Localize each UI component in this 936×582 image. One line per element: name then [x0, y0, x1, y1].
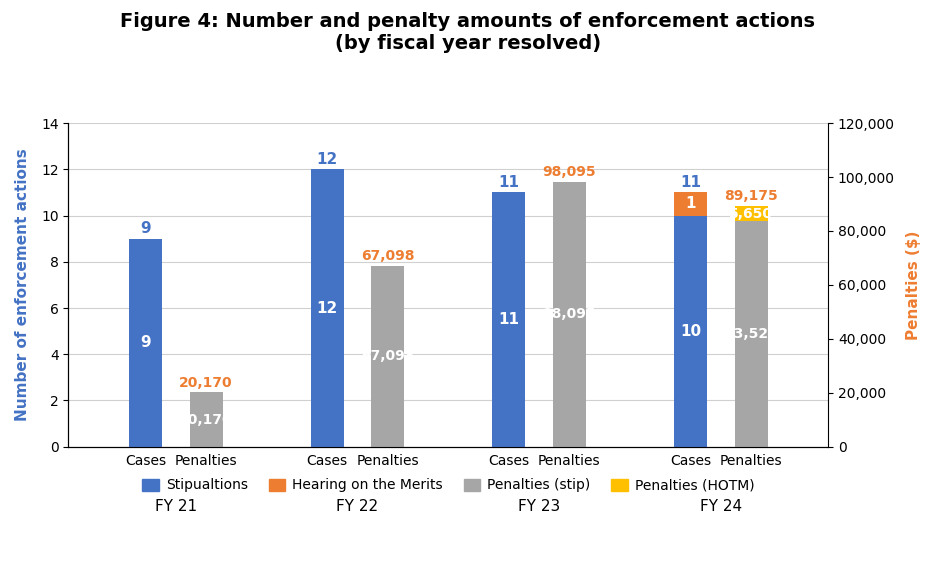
Text: 83,525: 83,525 [724, 327, 778, 341]
Bar [492, 193, 525, 447]
Bar [553, 182, 586, 447]
Bar [372, 266, 404, 447]
Text: 11: 11 [680, 175, 701, 190]
Text: 67,098: 67,098 [361, 349, 415, 363]
Bar [311, 169, 344, 447]
Bar [190, 392, 223, 447]
Text: Figure 4: Number and penalty amounts of enforcement actions
(by fiscal year reso: Figure 4: Number and penalty amounts of … [121, 12, 815, 52]
Bar [735, 221, 768, 447]
Text: 11: 11 [498, 175, 519, 190]
Text: 12: 12 [316, 151, 338, 166]
Text: 12: 12 [316, 300, 338, 315]
Text: 20,170: 20,170 [180, 413, 233, 427]
Bar [674, 215, 707, 447]
Text: 1: 1 [685, 197, 695, 211]
Text: 10: 10 [680, 324, 701, 339]
Text: 9: 9 [140, 221, 151, 236]
Bar [129, 239, 162, 447]
Text: FY 21: FY 21 [154, 499, 197, 514]
Text: FY 23: FY 23 [518, 499, 561, 514]
Text: 98,095: 98,095 [543, 165, 596, 179]
Text: 89,175: 89,175 [724, 189, 778, 204]
Text: 5,650: 5,650 [729, 207, 773, 221]
Bar [735, 206, 768, 221]
Text: 20,170: 20,170 [180, 375, 233, 389]
Y-axis label: Number of enforcement actions: Number of enforcement actions [15, 148, 30, 421]
Text: 11: 11 [498, 312, 519, 327]
Legend: Stipualtions, Hearing on the Merits, Penalties (stip), Penalties (HOTM): Stipualtions, Hearing on the Merits, Pen… [137, 473, 760, 498]
Text: 98,095: 98,095 [543, 307, 596, 321]
Text: FY 24: FY 24 [700, 499, 742, 514]
Y-axis label: Penalties ($): Penalties ($) [906, 230, 921, 339]
Text: 67,098: 67,098 [361, 249, 415, 263]
Text: FY 22: FY 22 [336, 499, 378, 514]
Text: 9: 9 [140, 335, 151, 350]
Bar [674, 193, 707, 215]
